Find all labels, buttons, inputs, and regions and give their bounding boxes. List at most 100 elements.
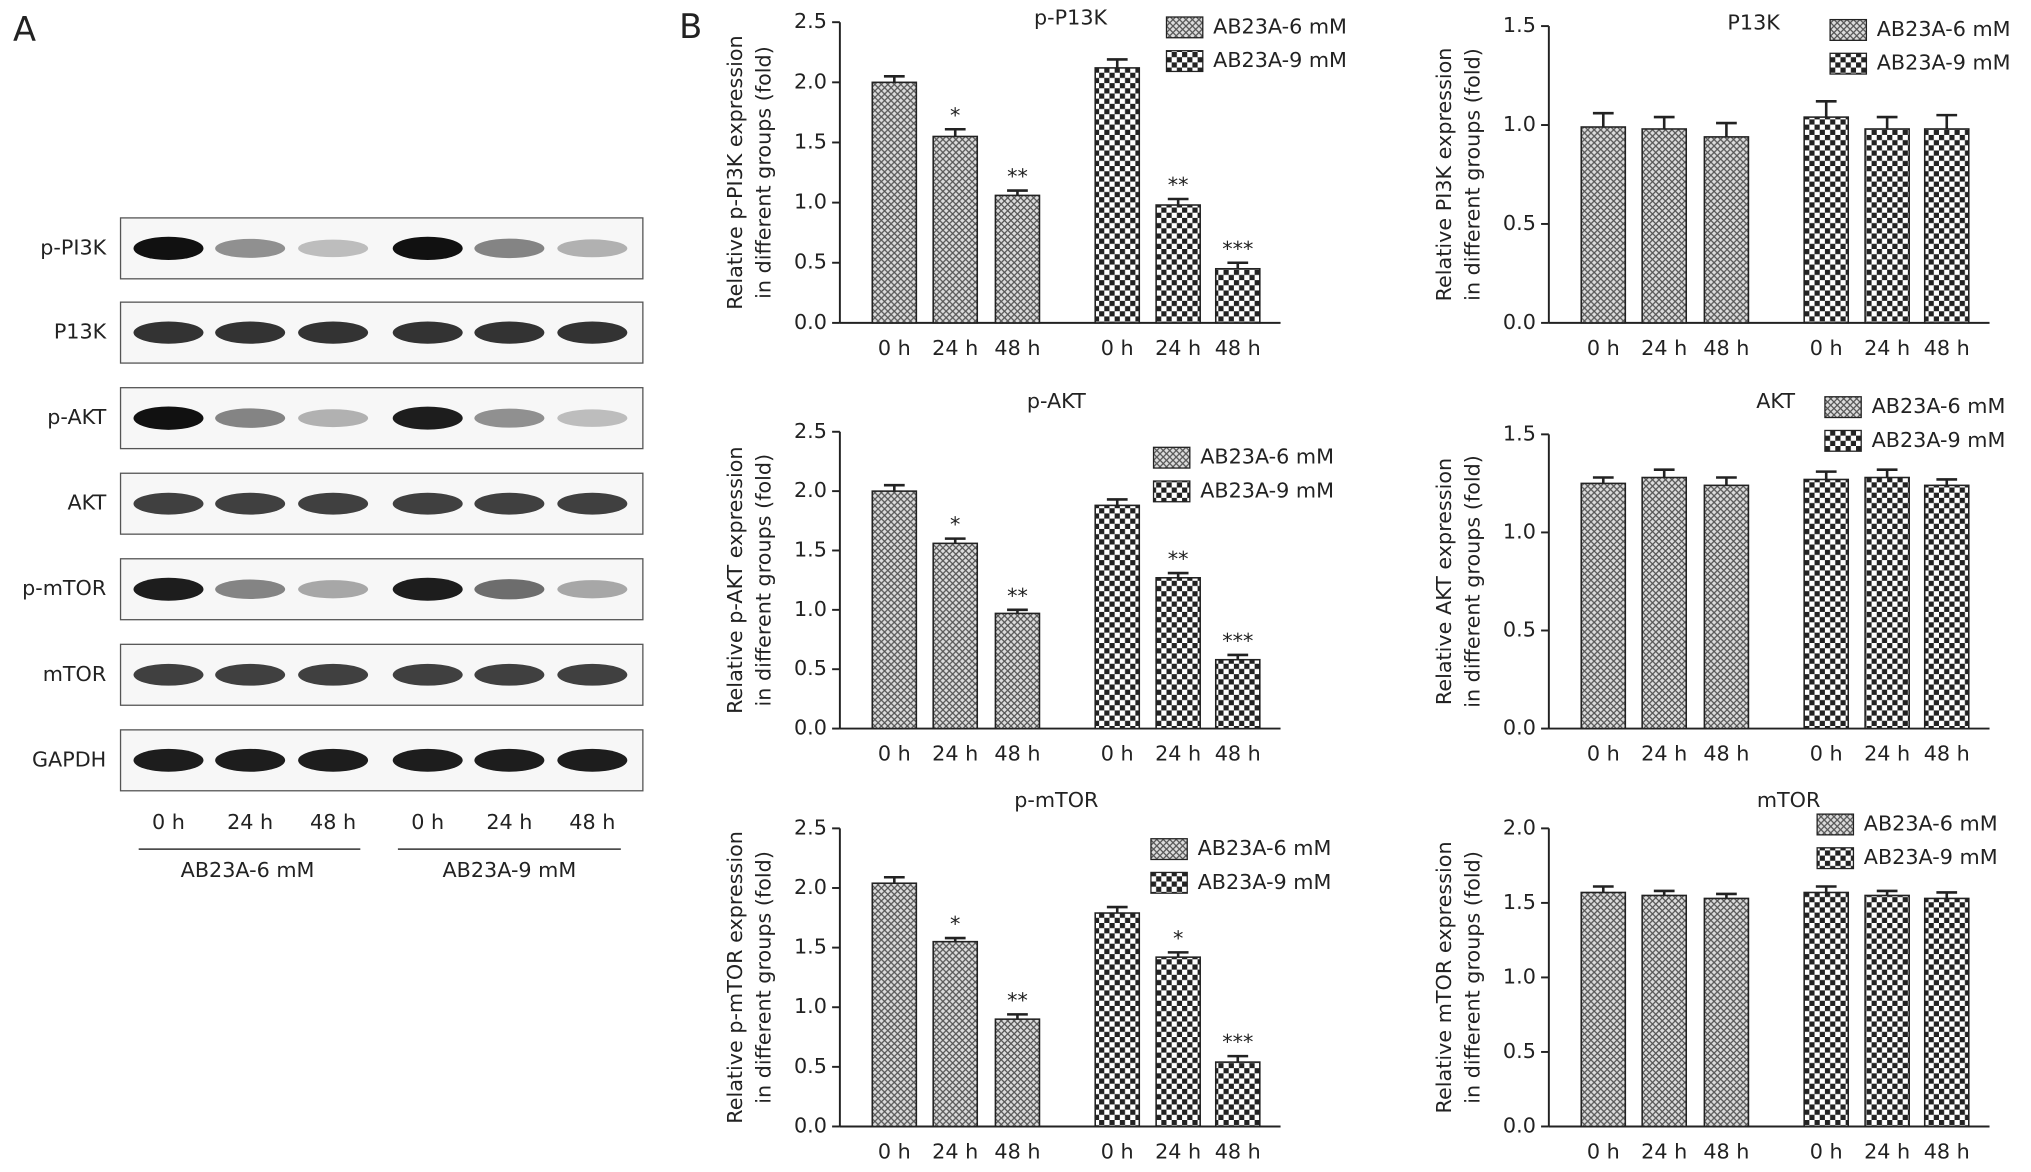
legend-swatch [1150,838,1188,861]
chart-title: p-P13K [1034,5,1108,29]
y-tick-label: 0.0 [1503,1113,1536,1137]
bar [1803,478,1850,730]
error-bar [1167,197,1189,206]
x-tick-label: 24 h [1155,1139,1201,1163]
blot-band [474,238,545,259]
error-bar [1815,470,1837,480]
x-tick-label: 24 h [1641,741,1687,765]
y-axis-label: Relative PI3K expression [1432,48,1456,302]
blot-frame [119,729,644,792]
x-tick-label: 48 h [1924,336,1970,360]
error-bar [1716,121,1737,137]
blot-band [557,321,628,344]
x-tick-label: 48 h [1924,1139,1970,1163]
group-label: AB23A-6 mM [181,858,315,882]
blot-row-label: p-PI3K [40,235,107,259]
blot-band [215,579,286,599]
bar [1803,116,1850,324]
bar [1803,891,1850,1128]
legend-swatch [1150,871,1188,894]
blot-frame [119,643,644,706]
error-bar [1106,905,1128,914]
significance: ** [1007,988,1028,1012]
error-bar [1592,476,1614,484]
blot-band [133,236,204,261]
x-tick-label: 48 h [1215,741,1261,765]
blot-row-label: P13K [54,320,108,344]
legend-label: AB23A-9 mM [1872,428,2006,452]
y-tick-label: 0.0 [794,310,827,334]
blot-band [298,748,369,772]
y-tick-label: 2.5 [794,9,827,33]
y-tick-label: 2.5 [794,419,827,443]
legend-swatch [1824,396,1862,419]
x-tick-label: 0 h [1101,741,1134,765]
significance: * [950,513,960,537]
error-bar [1936,478,1958,486]
y-tick-label: 1.0 [1503,112,1536,136]
x-tick-label: 48 h [1703,1139,1749,1163]
blot-band [215,321,286,344]
bar [1923,484,1970,730]
blot-band [133,577,204,601]
legend-label: AB23A-6 mM [1872,394,2006,418]
bar [1580,891,1627,1128]
significance: *** [1222,1030,1253,1054]
chart-title: p-AKT [1027,389,1086,413]
blot-band [557,409,628,427]
blot-frame [119,301,644,364]
error-bar [883,75,905,83]
bar [1703,484,1750,730]
bar [1703,897,1750,1128]
bar [1094,67,1141,324]
x-tick-label: 48 h [994,741,1040,765]
blot-band [215,408,286,428]
y-tick-label: 0.0 [1503,310,1536,334]
bar [932,135,979,324]
bar [1214,658,1261,730]
error-bar [1007,608,1028,614]
chart-title: AKT [1756,389,1795,413]
bar [1155,956,1201,1128]
blot-band [215,663,286,686]
x-tick-label: 0 h [1810,741,1843,765]
error-bar [1227,261,1249,269]
error-bar [1653,115,1675,129]
blot-band [215,492,286,515]
blot-band [298,492,369,515]
x-tick-label: 48 h [994,1139,1040,1163]
blot-band [392,236,463,261]
y-tick-label: 1.5 [794,537,827,561]
significance: *** [1222,629,1253,653]
y-tick-label: 0.5 [794,1054,827,1078]
lane-label: 48 h [569,810,615,834]
error-bar [1653,889,1675,896]
y-axis-label: in different groups (fold) [752,46,776,299]
error-bar [1227,1054,1249,1063]
x-tick-label: 24 h [1641,1139,1687,1163]
y-axis-label: in different groups (fold) [1461,455,1485,708]
blot-band [392,577,463,601]
x-tick-label: 24 h [1864,741,1910,765]
bar [932,940,979,1128]
x-tick-label: 24 h [1155,741,1201,765]
error-bar [944,537,966,544]
bar [1580,126,1627,324]
error-bar [1876,115,1898,129]
x-tick-label: 0 h [878,336,911,360]
lane-label: 48 h [310,810,356,834]
blot-frame [119,387,644,450]
blot-frame [119,217,644,280]
x-tick-label: 0 h [1810,1139,1843,1163]
blot-band [298,409,369,428]
error-bar [1592,885,1614,893]
legend-label: AB23A-6 mM [1200,445,1334,469]
panel-label: B [679,7,702,46]
bar [1864,894,1910,1128]
chart-title: p-mTOR [1014,788,1098,812]
significance: ** [1168,173,1189,197]
bar [994,612,1041,730]
blot-band [557,492,628,515]
